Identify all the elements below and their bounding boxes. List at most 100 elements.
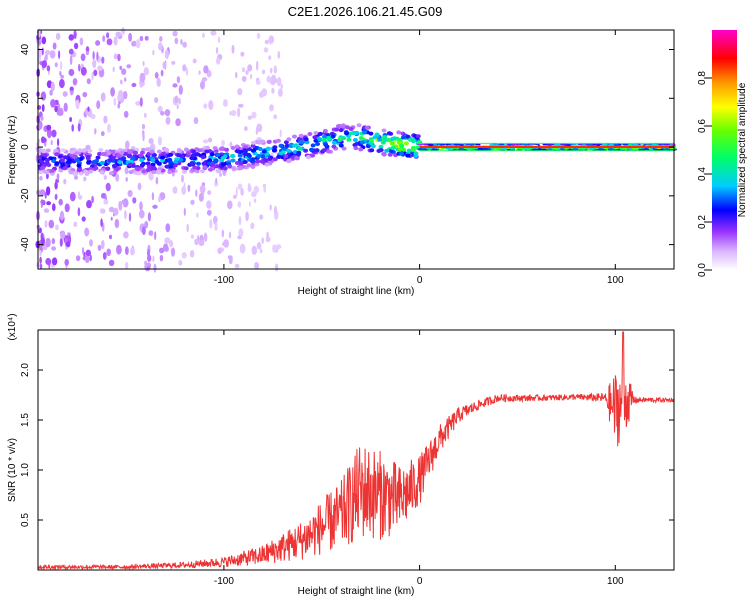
- spectrogram-noise-cell: [69, 55, 73, 66]
- spectrogram-noise-cell: [171, 60, 176, 65]
- spectrogram-noise-cell: [78, 63, 81, 72]
- spectrogram-ridge-cell: [208, 167, 213, 172]
- spectrogram-noise-cell: [113, 97, 117, 106]
- spectrogram-noise-cell: [114, 218, 120, 229]
- spectrogram-ridge-cell: [176, 153, 182, 158]
- spectrogram-noise-cell: [46, 201, 51, 206]
- spectrogram-ridge-cell: [387, 152, 393, 157]
- spectrogram-noise-cell: [185, 67, 189, 76]
- spectrogram-noise-cell: [219, 172, 222, 177]
- spectrogram-ridge-cell: [338, 143, 344, 148]
- spectrogram-ridge-cell: [106, 151, 112, 156]
- spectrogram-noise-cell: [217, 36, 221, 43]
- colorbar-label: Normalized spectral amplitude: [737, 82, 748, 217]
- spectrogram-ridge-cell: [209, 152, 215, 157]
- spectrogram-noise-cell: [195, 189, 198, 197]
- spectrogram-noise-cell: [176, 104, 179, 110]
- spectrogram-ridge-cell: [150, 162, 156, 167]
- spectrogram-ridge-cell: [72, 171, 78, 176]
- spectrogram-noise-cell: [231, 44, 235, 54]
- snr-y-tick-label: 1.5: [20, 413, 31, 427]
- spectrogram-noise-cell: [62, 91, 68, 97]
- colorbar-tick-label: 0.2: [697, 215, 708, 229]
- spectrogram-ridge-cell: [276, 138, 281, 143]
- spectrogram-ridge-cell: [381, 128, 387, 133]
- spectrogram-noise-cell: [203, 65, 209, 74]
- spectrogram-noise-cell: [66, 241, 71, 248]
- spectrogram-noise-cell: [208, 100, 214, 111]
- spectrogram-ridge-cell: [294, 155, 300, 160]
- spectrogram-noise-cell: [190, 234, 194, 239]
- spectrogram-noise-cell: [180, 39, 183, 45]
- spectrogram-noise-cell: [44, 50, 51, 55]
- spectrogram-noise-cell: [119, 65, 122, 70]
- spectrogram-noise-cell: [221, 229, 224, 238]
- spectrogram-ridge-cell: [218, 147, 224, 151]
- spectrogram-ridge-cell: [230, 158, 236, 163]
- spectrogram-noise-cell: [139, 201, 143, 211]
- spectrogram-ridge-cell: [365, 144, 371, 149]
- spectrogram-ridge-cell: [286, 137, 292, 142]
- spectrogram-y-tick-label: -40: [20, 237, 31, 252]
- spectrogram-noise-cell: [137, 182, 142, 191]
- spectrogram-noise-cell: [93, 69, 98, 77]
- spectrogram-ridge-cell: [204, 145, 210, 150]
- spectrogram-noise-cell: [106, 32, 110, 39]
- spectrogram-ridge-cell: [283, 154, 289, 159]
- spectrogram-ridge-cell: [197, 148, 202, 153]
- spectrogram-ridge-cell: [321, 138, 327, 142]
- spectrogram-ridge-cell: [298, 140, 304, 145]
- spectrogram-noise-cell: [201, 32, 205, 38]
- spectrogram-ridge-cell: [298, 133, 304, 138]
- spectrogram-noise-cell: [73, 42, 79, 50]
- spectrogram-x-label: Height of straight line (km): [298, 286, 415, 297]
- spectrogram-ridge-cell: [336, 124, 341, 129]
- spectrogram-ridge-cell: [261, 149, 267, 154]
- spectrogram-noise-cell: [87, 106, 90, 112]
- spectrogram-noise-cell: [80, 66, 87, 76]
- spectrogram-noise-cell: [89, 239, 93, 247]
- spectrogram-noise-cell: [113, 36, 118, 46]
- spectrogram-ridge-cell: [260, 154, 266, 159]
- spectrogram-noise-cell: [261, 69, 266, 75]
- spectrogram-ridge-cell: [83, 169, 89, 174]
- spectrogram-ridge-cell: [627, 143, 634, 147]
- spectrogram-ridge-cell: [221, 162, 226, 167]
- spectrogram-noise-cell: [214, 181, 219, 187]
- spectrogram-noise-cell: [215, 47, 219, 55]
- spectrogram-ridge-cell: [42, 153, 48, 158]
- spectrogram-ridge-cell: [250, 158, 256, 163]
- spectrogram-noise-cell: [113, 207, 119, 216]
- spectrogram-noise-cell: [266, 231, 269, 239]
- spectrogram-noise-cell: [118, 200, 123, 211]
- spectrogram-noise-cell: [83, 176, 87, 182]
- spectrogram-ridge-cell: [133, 150, 139, 155]
- spectrogram-ridge-cell: [307, 132, 313, 136]
- spectrogram-y-tick-label: 40: [20, 44, 31, 56]
- spectrogram-noise-cell: [237, 183, 243, 190]
- spectrogram-noise-cell: [128, 32, 133, 42]
- spectrogram-noise-cell: [115, 173, 120, 182]
- spectrogram-ridge-cell: [546, 148, 553, 151]
- spectrogram-noise-cell: [54, 193, 58, 200]
- spectrogram-noise-cell: [90, 113, 96, 120]
- spectrogram-ridge-cell: [60, 163, 66, 167]
- spectrogram-ridge-cell: [134, 147, 140, 152]
- spectrogram-noise-cell: [159, 254, 164, 262]
- spectrogram-ridge-cell: [608, 144, 615, 147]
- spectrogram-noise-cell: [84, 227, 90, 237]
- spectrogram-noise-cell: [81, 216, 86, 222]
- spectrogram-ridge-cell: [643, 148, 650, 151]
- spectrogram-noise-cell: [58, 198, 63, 206]
- spectrogram-ridge-cell: [173, 159, 179, 164]
- spectrogram-noise-cell: [102, 252, 107, 260]
- spectrogram-ridge-cell: [108, 171, 114, 176]
- spectrogram-noise-cell: [144, 35, 149, 41]
- spectrogram-ridge-cell: [110, 155, 116, 160]
- spectrogram-noise-cell: [122, 91, 128, 100]
- snr-x-label: Height of straight line (km): [298, 586, 415, 597]
- spectrogram-noise-cell: [165, 223, 171, 233]
- spectrogram-ridge-cell: [114, 167, 120, 171]
- spectrogram-ridge-cell: [401, 147, 407, 152]
